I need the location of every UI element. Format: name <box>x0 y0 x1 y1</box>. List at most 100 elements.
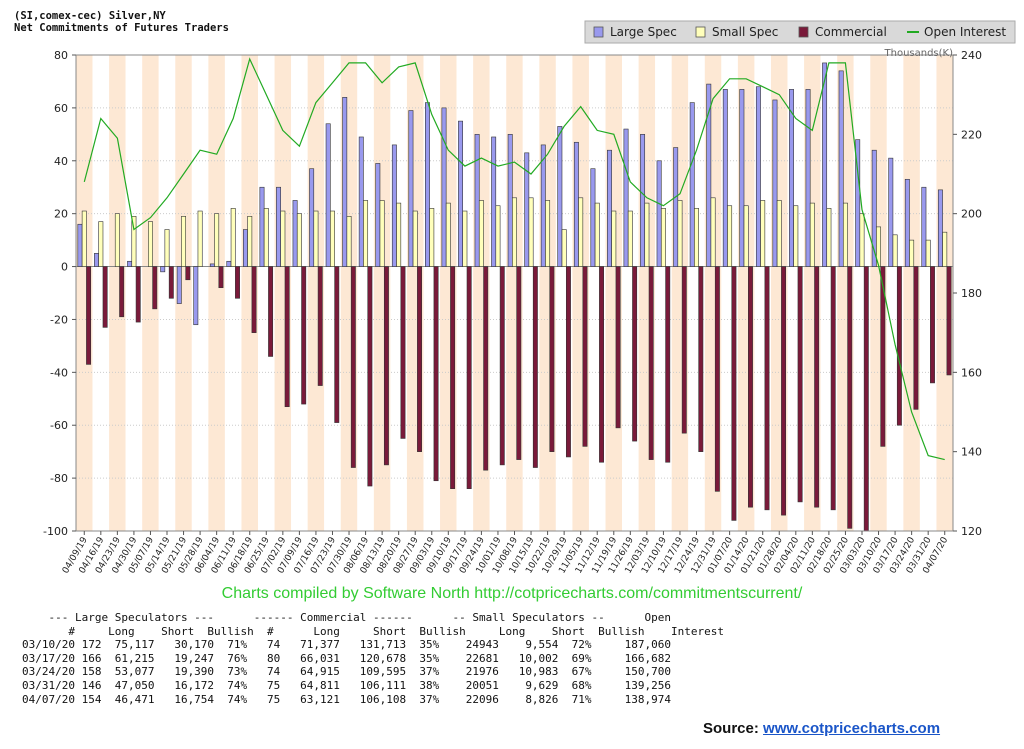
legend-large-spec-swatch <box>593 26 604 38</box>
commercial-bar <box>152 266 158 310</box>
small-spec-bar <box>627 210 633 267</box>
legend-small-spec-swatch <box>695 26 706 38</box>
commercial-bar <box>748 266 753 508</box>
small-spec-bar <box>280 210 286 267</box>
commercial-bar <box>847 266 853 529</box>
commercial-bar <box>119 266 125 318</box>
table-rows: 03/10/20 172 75,117 30,170 71% 74 71,377… <box>22 638 671 705</box>
large-spec-bar <box>474 134 480 267</box>
right-axis-unit-label: Thousands(K) <box>884 48 954 59</box>
small-spec-bar <box>263 208 269 267</box>
background-band <box>291 55 308 531</box>
left-tick-label: -60 <box>50 419 68 432</box>
small-spec-bar <box>942 231 948 267</box>
commercial-bar <box>681 266 687 434</box>
commercial-bar <box>946 266 952 376</box>
commercial-bar <box>781 266 787 516</box>
large-spec-bar <box>623 128 629 267</box>
left-tick-label: 80 <box>54 49 68 62</box>
large-spec-bar <box>789 89 794 267</box>
background-band <box>258 55 275 531</box>
small-spec-bar <box>445 202 451 267</box>
commercial-bar <box>731 266 737 521</box>
background-band <box>191 55 209 531</box>
small-spec-bar <box>842 202 848 267</box>
large-spec-bar <box>921 186 927 267</box>
small-spec-bar <box>330 210 335 267</box>
commercial-bar <box>797 266 803 503</box>
legend-large-spec-label: Large Spec <box>610 25 677 39</box>
legend-commercial-label: Commercial <box>815 25 887 39</box>
bars <box>77 62 952 532</box>
left-tick-label: -80 <box>50 472 68 485</box>
background-band <box>274 55 292 531</box>
source-link[interactable]: www.cotpricecharts.com <box>763 720 941 737</box>
large-spec-bar <box>292 200 298 267</box>
commercial-bar <box>499 266 505 466</box>
table-column-header: # Long Short Bullish # Long Short Bullis… <box>22 624 724 638</box>
commercial-bar <box>516 266 522 460</box>
right-tick-label: 220 <box>961 128 982 141</box>
background-band <box>903 55 920 531</box>
large-spec-bar <box>193 266 199 326</box>
small-spec-bar <box>528 197 534 267</box>
commercial-bar <box>86 266 92 365</box>
small-spec-bar <box>710 197 716 267</box>
large-spec-bar <box>375 163 381 267</box>
small-spec-bar <box>594 202 600 267</box>
small-spec-bar <box>776 200 782 267</box>
large-spec-bar <box>425 102 430 267</box>
credit-line: Charts compiled by Software North http:/… <box>221 585 803 602</box>
large-spec-bar <box>656 160 662 267</box>
large-spec-bar <box>855 139 861 267</box>
large-spec-bar <box>507 134 513 267</box>
small-spec-bar <box>81 210 87 267</box>
right-axis-ticks: 240 220 200 180 160 140 120 <box>953 49 982 538</box>
large-spec-bar <box>838 70 844 267</box>
table-row: 03/24/20 158 53,077 19,390 73% 74 64,915… <box>22 665 672 679</box>
small-spec-bar <box>164 229 170 267</box>
background-band <box>936 55 953 531</box>
commercial-bar <box>235 266 240 299</box>
small-spec-bar <box>429 208 435 267</box>
large-spec-bar <box>491 136 497 267</box>
small-spec-bar <box>412 210 418 267</box>
commercial-bar <box>251 266 257 333</box>
right-tick-label: 140 <box>961 446 982 459</box>
large-spec-bar <box>607 149 612 267</box>
table-row: 03/17/20 166 61,215 19,247 76% 80 66,031… <box>22 651 672 665</box>
large-spec-bar <box>77 223 83 267</box>
commercial-bar <box>698 266 704 452</box>
table-row: 04/07/20 154 46,471 16,754 74% 75 63,121… <box>22 692 672 706</box>
commercial-bar <box>185 266 191 281</box>
source-label: Source: <box>703 720 759 737</box>
small-spec-bar <box>809 202 815 267</box>
left-axis-ticks: 80 60 40 20 0 -20 -40 -60 -80 -100 <box>43 49 76 538</box>
small-spec-bar <box>859 213 865 267</box>
commercial-bar <box>317 266 323 386</box>
small-spec-bar <box>793 205 799 267</box>
title-line-2: Net Commitments of Futures Traders <box>14 22 229 34</box>
large-spec-bar <box>805 89 811 267</box>
large-spec-bar <box>176 266 182 304</box>
small-spec-bar <box>909 239 915 267</box>
large-spec-bar <box>309 168 315 267</box>
small-spec-bar <box>611 210 617 267</box>
large-spec-bar <box>441 107 447 267</box>
small-spec-bar <box>148 221 153 267</box>
background-band <box>175 55 192 531</box>
commercial-bar <box>648 266 654 460</box>
commercial-bar <box>433 266 439 482</box>
commercial-bar <box>863 266 869 532</box>
small-spec-bar <box>462 210 468 267</box>
commercial-bar <box>615 266 621 429</box>
commercial-bar <box>102 266 108 328</box>
small-spec-bar <box>512 197 517 267</box>
commercial-bar <box>334 266 340 423</box>
background-band <box>919 55 937 531</box>
commercial-bar <box>218 266 224 289</box>
commercial-bar <box>830 266 836 511</box>
commercial-bar <box>930 266 935 384</box>
small-spec-bar <box>313 210 319 267</box>
background-band <box>109 55 126 531</box>
